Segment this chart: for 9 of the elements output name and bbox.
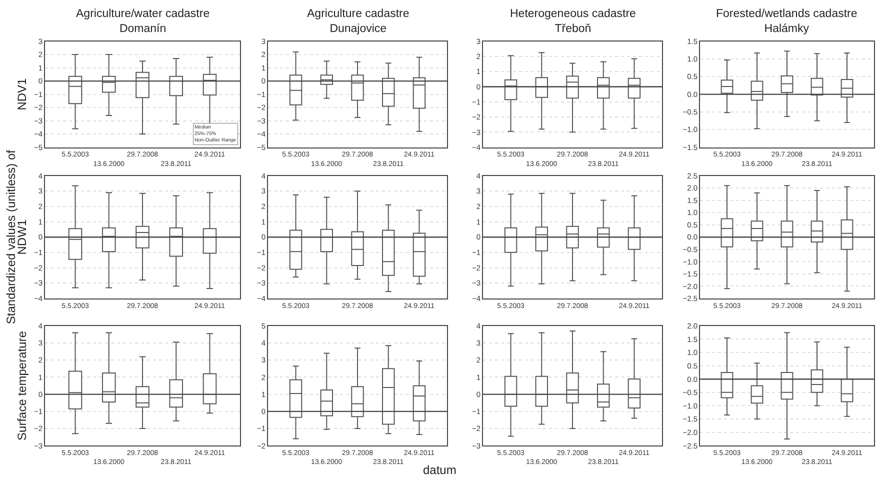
chart-title: Forested/wetlands cadastre Halámky: [716, 8, 858, 35]
y-axis-title: NDW1: [15, 219, 30, 255]
chart-title: Heterogeneous cadastre Třeboň: [510, 8, 636, 35]
chart-title: Agriculture cadastre Dunajovice: [307, 8, 410, 35]
y-axis-title: NDV1: [15, 78, 30, 110]
text: Standardized values (unitless) of: [4, 149, 18, 324]
chart-title: Agriculture/water cadastre Domanín: [76, 8, 210, 35]
x-axis-title: datum: [423, 463, 456, 477]
y-axis-title: Surface temperature: [15, 330, 30, 440]
